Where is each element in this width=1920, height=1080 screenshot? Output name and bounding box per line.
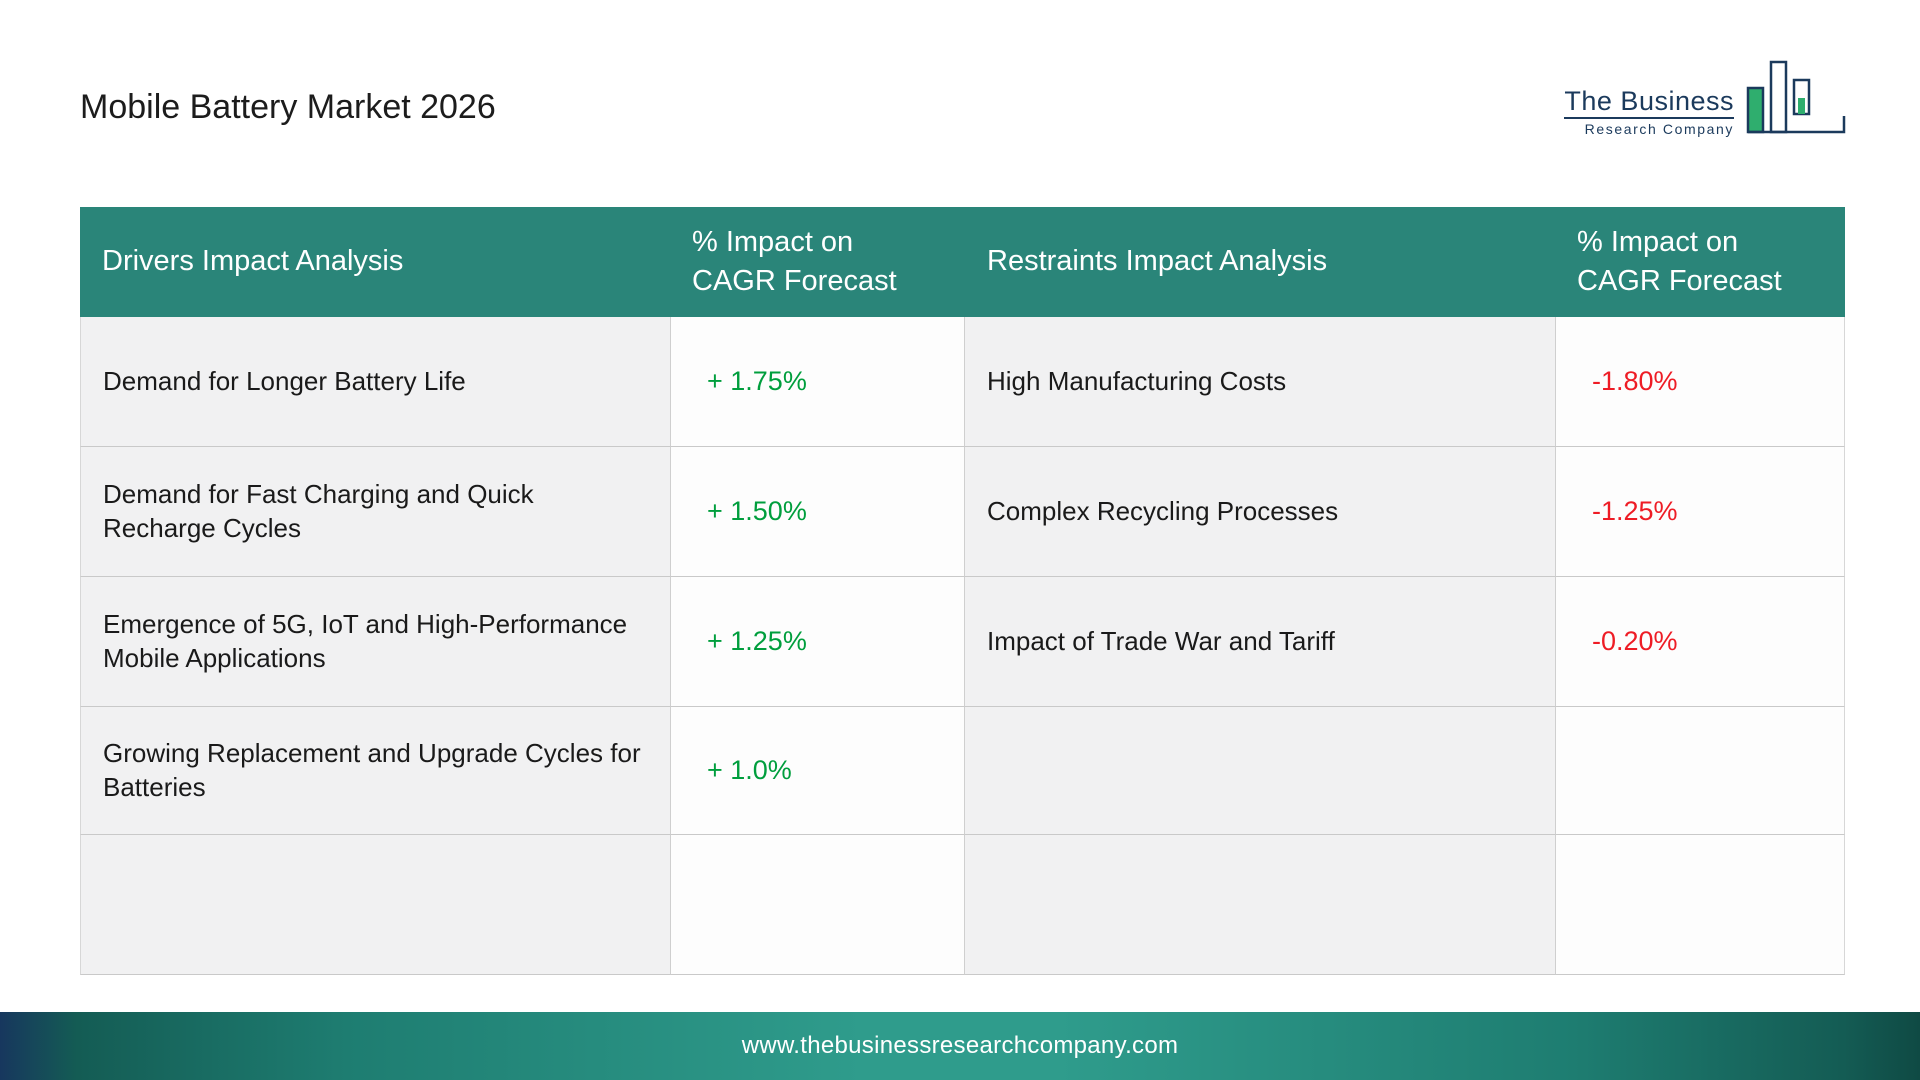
restraint-impact-cell <box>1555 707 1845 835</box>
driver-impact-cell <box>670 835 965 975</box>
bar-chart-logo-icon <box>1744 58 1848 147</box>
driver-cell: Growing Replacement and Upgrade Cycles f… <box>80 707 670 835</box>
restraint-impact-cell: -1.25% <box>1555 447 1845 577</box>
restraint-cell: Complex Recycling Processes <box>965 447 1555 577</box>
driver-impact-cell: + 1.75% <box>670 317 965 447</box>
logo-line2: Research Company <box>1564 117 1734 137</box>
page-title: Mobile Battery Market 2026 <box>80 88 496 126</box>
impact-analysis-table: Drivers Impact Analysis % Impact on CAGR… <box>80 207 1845 975</box>
header-drivers: Drivers Impact Analysis <box>80 207 670 317</box>
driver-cell: Emergence of 5G, IoT and High-Performanc… <box>80 577 670 707</box>
header-restraints: Restraints Impact Analysis <box>965 207 1555 317</box>
driver-impact-cell: + 1.25% <box>670 577 965 707</box>
header-restraints-impact: % Impact on CAGR Forecast <box>1555 207 1845 317</box>
restraint-impact-cell: -1.80% <box>1555 317 1845 447</box>
company-logo-text: The Business Research Company <box>1564 86 1734 147</box>
footer-bar: www.thebusinessresearchcompany.com <box>0 1012 1920 1080</box>
driver-impact-cell: + 1.50% <box>670 447 965 577</box>
restraint-impact-cell <box>1555 835 1845 975</box>
restraint-cell: Impact of Trade War and Tariff <box>965 577 1555 707</box>
header-drivers-impact: % Impact on CAGR Forecast <box>670 207 965 317</box>
driver-cell: Demand for Longer Battery Life <box>80 317 670 447</box>
footer-url-link[interactable]: www.thebusinessresearchcompany.com <box>741 1032 1179 1059</box>
company-logo: The Business Research Company <box>1564 58 1848 147</box>
restraint-impact-cell: -0.20% <box>1555 577 1845 707</box>
driver-impact-cell: + 1.0% <box>670 707 965 835</box>
driver-cell <box>80 835 670 975</box>
restraint-cell <box>965 707 1555 835</box>
driver-cell: Demand for Fast Charging and Quick Recha… <box>80 447 670 577</box>
restraint-cell <box>965 835 1555 975</box>
logo-line1: The Business <box>1564 86 1734 116</box>
restraint-cell: High Manufacturing Costs <box>965 317 1555 447</box>
